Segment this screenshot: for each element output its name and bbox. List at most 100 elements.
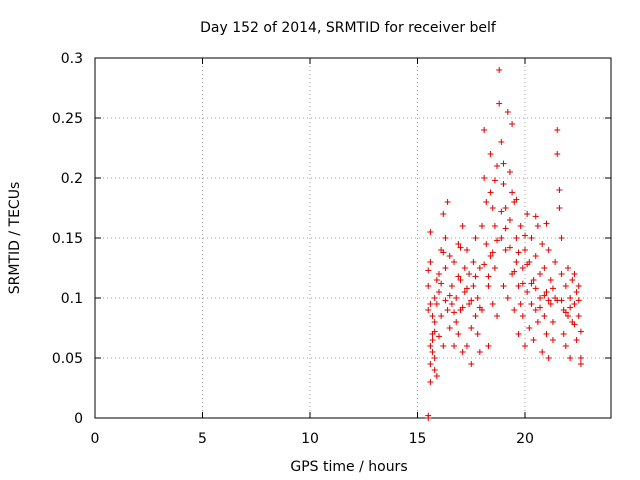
data-point bbox=[431, 367, 438, 373]
data-point bbox=[442, 297, 449, 304]
data-point bbox=[513, 235, 520, 241]
data-point bbox=[498, 139, 505, 145]
data-point bbox=[504, 295, 511, 301]
data-point bbox=[506, 169, 513, 175]
data-point bbox=[474, 331, 481, 337]
data-point bbox=[491, 223, 498, 229]
x-axis-label: GPS time / hours bbox=[290, 459, 407, 475]
data-point bbox=[470, 259, 477, 265]
data-point bbox=[524, 289, 531, 295]
data-point bbox=[577, 361, 584, 367]
y-tick-label: 0.05 bbox=[52, 351, 83, 367]
data-point bbox=[436, 289, 442, 295]
data-point bbox=[425, 283, 432, 289]
data-point bbox=[543, 331, 550, 337]
data-point bbox=[487, 151, 494, 157]
data-point bbox=[532, 285, 539, 292]
data-point bbox=[444, 199, 451, 205]
data-point bbox=[530, 337, 537, 343]
data-point bbox=[500, 181, 507, 187]
data-point bbox=[438, 280, 445, 287]
y-tick-label: 0.25 bbox=[52, 111, 83, 127]
data-point bbox=[562, 343, 569, 349]
data-point bbox=[549, 285, 556, 292]
data-point bbox=[556, 205, 563, 211]
data-point bbox=[537, 271, 544, 277]
data-point bbox=[489, 205, 496, 211]
data-point bbox=[517, 223, 524, 229]
data-point bbox=[560, 331, 567, 337]
data-point bbox=[442, 265, 449, 271]
y-tick-label: 0.15 bbox=[52, 231, 83, 247]
data-point bbox=[453, 319, 460, 325]
data-point bbox=[549, 337, 556, 343]
data-point bbox=[571, 271, 578, 277]
data-point bbox=[431, 355, 438, 361]
data-point bbox=[489, 249, 496, 256]
data-point bbox=[459, 304, 466, 311]
data-point bbox=[451, 343, 458, 349]
data-point bbox=[425, 307, 432, 313]
data-point bbox=[537, 304, 544, 311]
data-point bbox=[545, 297, 552, 304]
data-point bbox=[498, 208, 505, 215]
data-point bbox=[476, 349, 483, 355]
data-point bbox=[446, 325, 453, 331]
y-tick-label: 0.1 bbox=[61, 291, 83, 307]
data-point bbox=[571, 301, 578, 307]
data-point bbox=[463, 247, 470, 253]
data-point bbox=[528, 235, 535, 241]
data-point bbox=[511, 268, 518, 275]
data-point bbox=[509, 121, 516, 127]
y-axis-label: SRMTID / TECUs bbox=[7, 182, 23, 295]
data-point bbox=[479, 223, 485, 229]
data-point bbox=[433, 301, 440, 307]
data-point bbox=[438, 313, 445, 319]
y-tick-label: 0 bbox=[74, 411, 83, 427]
data-point bbox=[487, 189, 494, 196]
data-point bbox=[575, 297, 582, 304]
data-point bbox=[455, 331, 462, 337]
data-point bbox=[476, 304, 483, 311]
data-point bbox=[433, 277, 440, 283]
data-point bbox=[446, 292, 453, 299]
data-point bbox=[485, 283, 492, 289]
data-point bbox=[440, 343, 447, 349]
data-point bbox=[571, 321, 578, 328]
data-point bbox=[515, 283, 522, 289]
data-point bbox=[448, 301, 455, 307]
data-point bbox=[472, 313, 479, 319]
x-tick-label: 10 bbox=[301, 431, 319, 447]
data-point bbox=[481, 175, 488, 181]
data-point bbox=[476, 265, 483, 271]
data-point bbox=[463, 285, 470, 292]
data-point bbox=[577, 355, 584, 361]
data-point bbox=[457, 244, 464, 251]
data-point bbox=[545, 247, 552, 253]
data-point bbox=[431, 328, 438, 335]
data-point bbox=[575, 283, 582, 289]
data-point bbox=[522, 232, 528, 239]
data-point bbox=[485, 343, 492, 349]
data-point bbox=[461, 265, 468, 271]
data-point bbox=[489, 301, 496, 307]
data-point bbox=[466, 301, 473, 307]
data-point bbox=[539, 349, 546, 355]
data-point bbox=[463, 343, 470, 349]
data-point bbox=[547, 277, 554, 283]
data-point bbox=[577, 328, 584, 335]
data-point bbox=[496, 100, 503, 107]
data-point bbox=[457, 277, 464, 283]
y-tick-label: 0.2 bbox=[61, 171, 83, 187]
data-point bbox=[524, 211, 531, 217]
data-point bbox=[451, 309, 458, 316]
data-point bbox=[573, 337, 580, 343]
data-point bbox=[530, 277, 537, 283]
data-point bbox=[554, 151, 561, 157]
data-point bbox=[436, 271, 442, 277]
data-point bbox=[459, 349, 466, 355]
data-point bbox=[545, 355, 552, 361]
data-point bbox=[425, 267, 432, 274]
data-point bbox=[567, 304, 574, 311]
